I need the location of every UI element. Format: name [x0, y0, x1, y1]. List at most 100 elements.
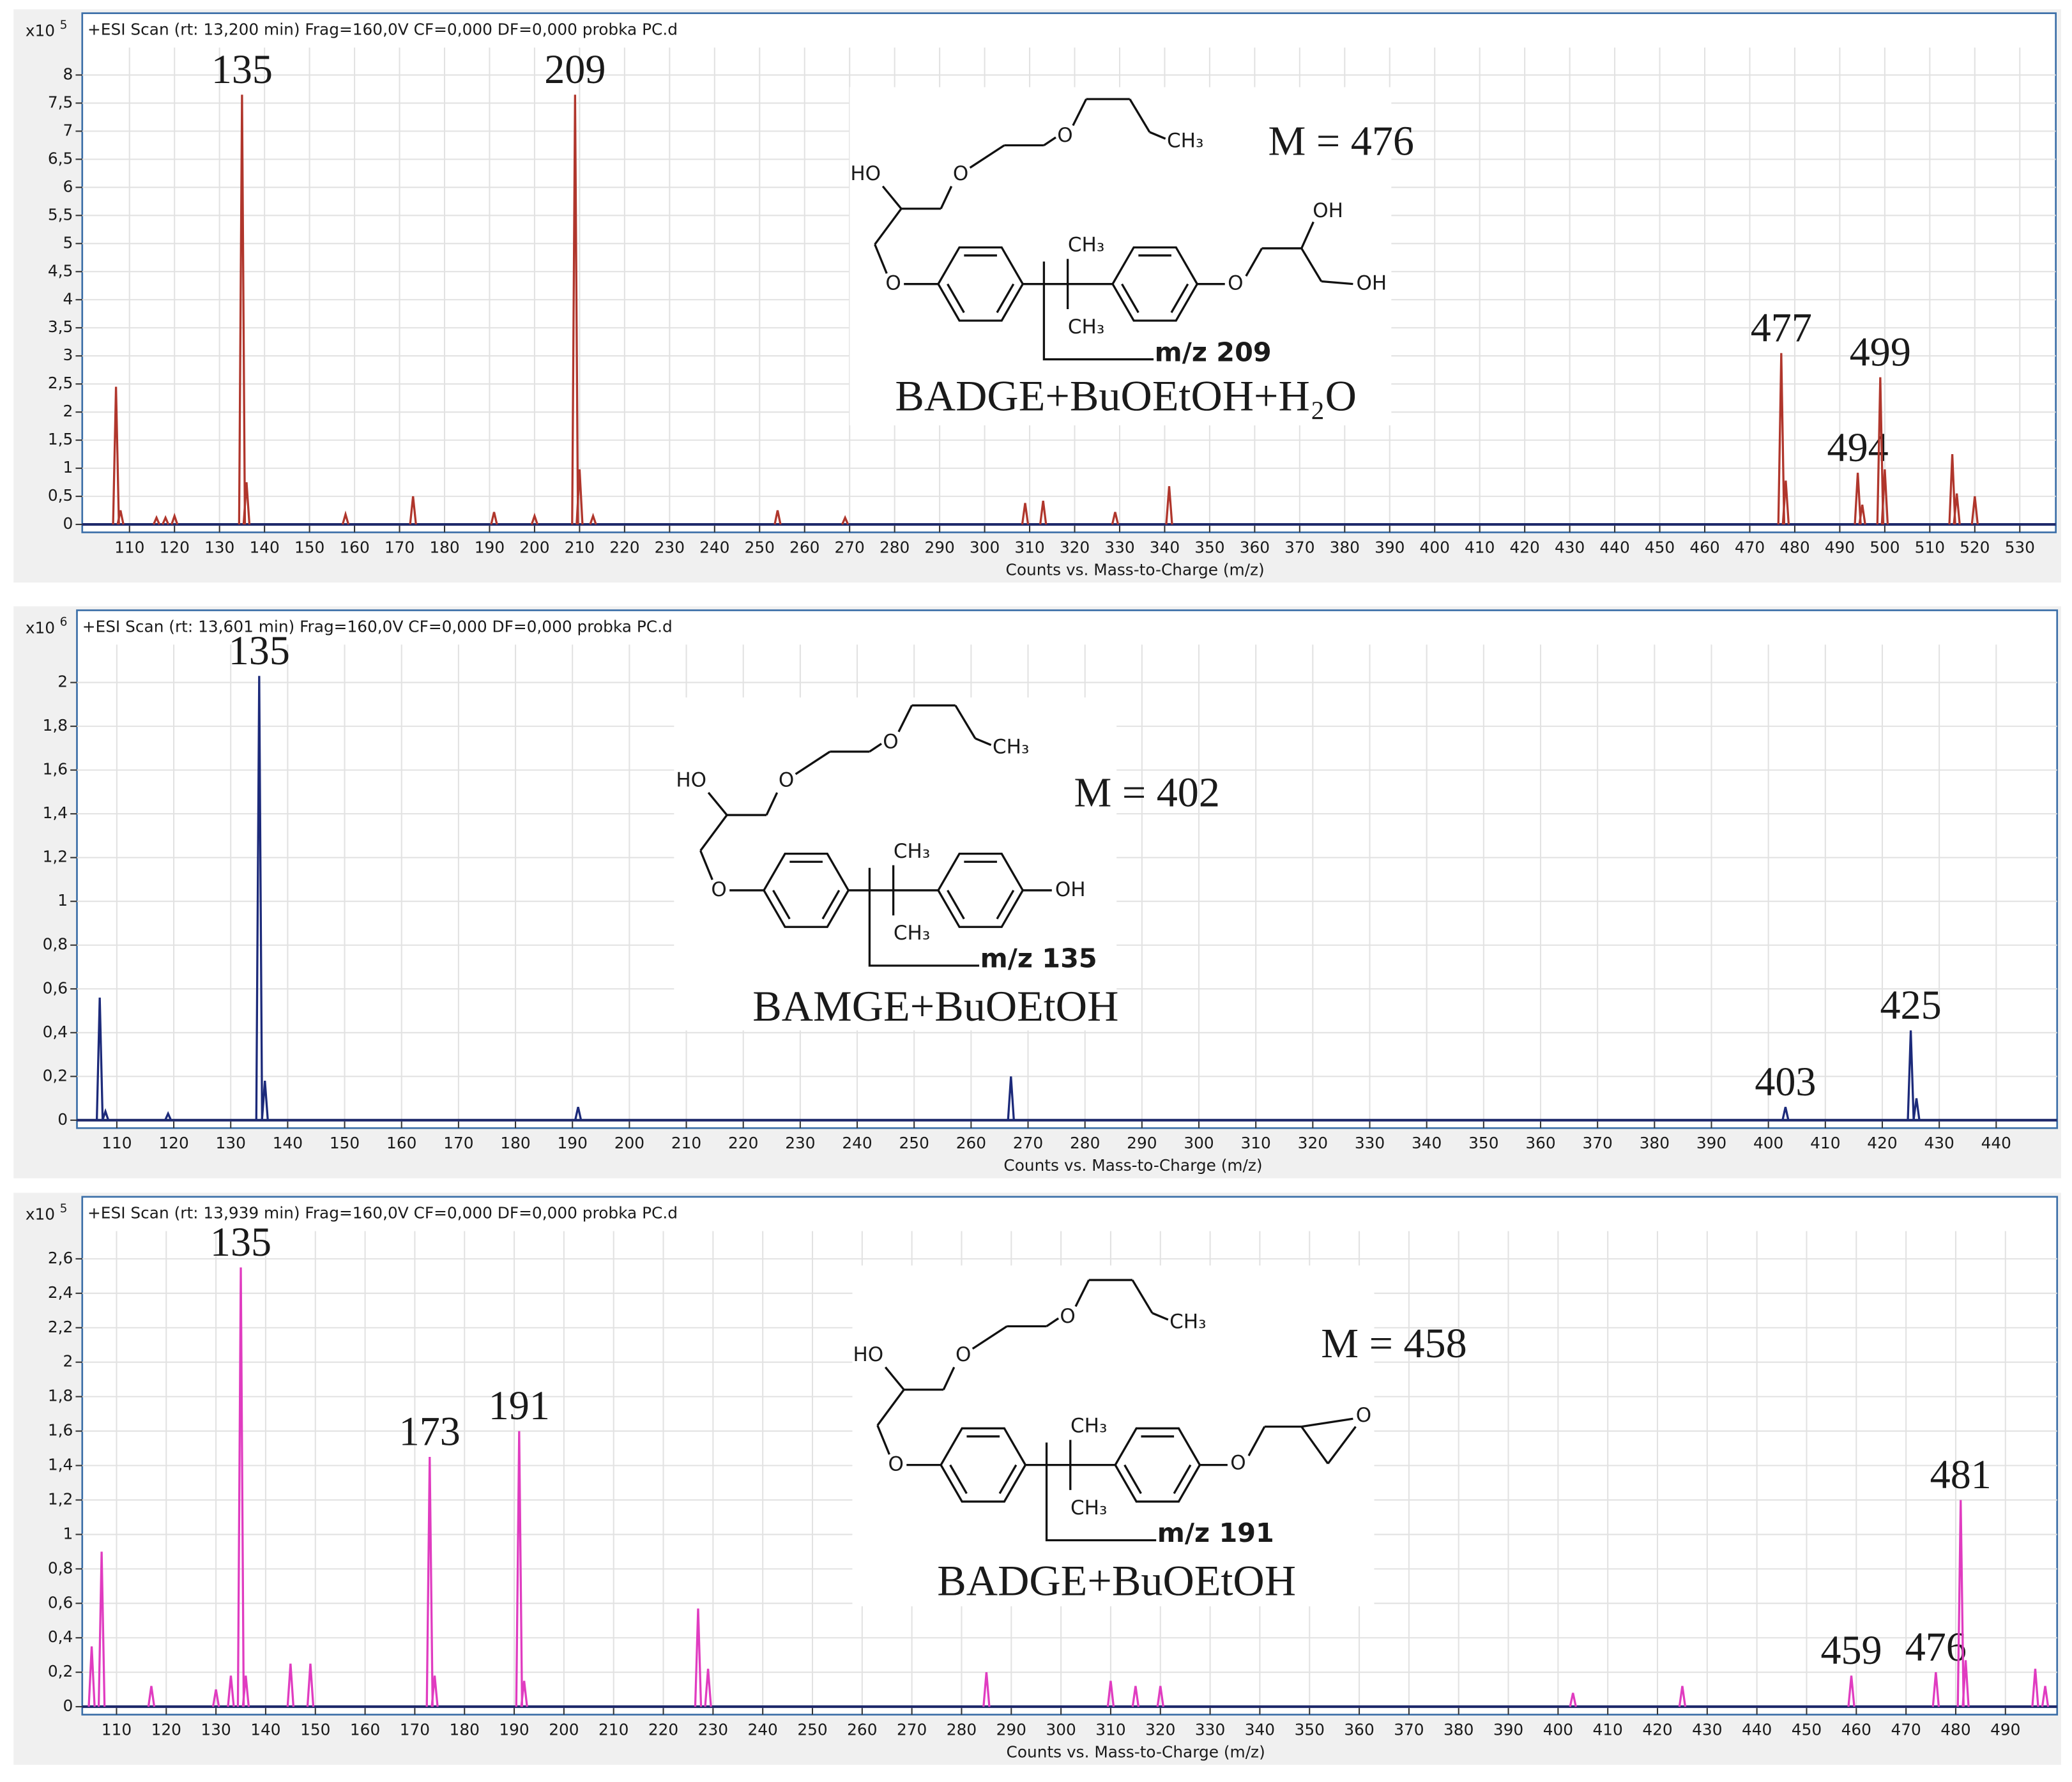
bond — [942, 1366, 956, 1390]
y-tick-label: 4 — [63, 289, 73, 308]
x-tick-label: 380 — [1444, 1720, 1474, 1739]
x-tick-label: 410 — [1810, 1134, 1840, 1152]
atom-label: OH — [1356, 272, 1387, 295]
x-tick-label: 270 — [1013, 1134, 1043, 1152]
peak — [1111, 512, 1120, 525]
ring-double-bond — [947, 283, 965, 314]
x-tick-label: 110 — [114, 538, 144, 556]
x-tick-label: 320 — [1060, 538, 1090, 556]
peak — [171, 512, 179, 525]
peak — [841, 515, 849, 525]
bond — [1046, 1317, 1060, 1327]
x-tick-label: 150 — [294, 538, 324, 556]
x-tick-label: 370 — [1284, 538, 1314, 556]
y-tick-label: 5,5 — [48, 205, 73, 224]
x-tick-label: 140 — [249, 538, 279, 556]
y-exponent: 6 — [60, 616, 68, 629]
y-exponent: 5 — [60, 19, 68, 32]
peak-label: 499 — [1850, 329, 1911, 374]
y-unit: x10 — [26, 22, 55, 40]
atom-label: O — [883, 730, 898, 753]
atom-label: O — [711, 878, 726, 901]
x-tick-label: 370 — [1394, 1720, 1424, 1739]
bond — [1072, 98, 1088, 126]
compound-name: BADGE+BuOEtOH+H₂O — [895, 371, 1357, 420]
atom-label: CH₃ — [1068, 234, 1104, 257]
bond — [874, 208, 903, 245]
atom-label: CH₃ — [1070, 1496, 1107, 1519]
peak-label: 403 — [1755, 1059, 1816, 1104]
x-tick-label: 530 — [2005, 538, 2035, 556]
x-axis-label: Counts vs. Mass-to-Charge (m/z) — [1007, 1742, 1265, 1761]
x-tick-label: 500 — [1870, 538, 1900, 556]
x-tick-label: 160 — [350, 1720, 380, 1739]
ring-double-bond — [996, 283, 1015, 314]
x-tick-label: 280 — [947, 1720, 977, 1739]
x-tick-label: 410 — [1465, 538, 1495, 556]
peak — [694, 1608, 703, 1707]
peak — [1777, 353, 1786, 525]
peak — [425, 1457, 434, 1707]
x-tick-label: 320 — [1298, 1134, 1328, 1152]
y-unit: x10 — [26, 1205, 55, 1224]
y-tick-label: 2,5 — [48, 374, 73, 392]
x-tick-label: 310 — [1095, 1720, 1125, 1739]
ring-double-bond — [1173, 1464, 1192, 1495]
ring-double-bond — [949, 1464, 968, 1495]
atom-label: CH₃ — [993, 736, 1029, 759]
peak — [97, 1551, 106, 1707]
y-tick-label: 7 — [63, 121, 73, 139]
y-tick-label: 1,8 — [48, 1387, 73, 1405]
y-tick-label: 6,5 — [48, 149, 73, 167]
peak — [982, 1672, 991, 1707]
x-tick-label: 260 — [789, 538, 819, 556]
bond — [1321, 280, 1353, 286]
x-tick-label: 330 — [1355, 1134, 1385, 1152]
x-tick-label: 440 — [1981, 1134, 2011, 1152]
y-tick-label: 2 — [63, 1352, 73, 1371]
molecular-mass: M = 476 — [1268, 118, 1415, 165]
structure-background — [852, 1265, 1375, 1606]
y-tick-label: 0,8 — [48, 1558, 73, 1577]
peak — [704, 1668, 712, 1707]
atom-label: CH₃ — [894, 840, 930, 863]
peak — [1039, 500, 1047, 525]
peak — [236, 1267, 245, 1707]
x-axis-label: Counts vs. Mass-to-Charge (m/z) — [1003, 1156, 1262, 1175]
x-tick-label: 330 — [1104, 538, 1134, 556]
bond — [975, 737, 992, 746]
bond — [1149, 131, 1166, 140]
atom-label: O — [1057, 124, 1072, 147]
y-tick-label: 0,6 — [48, 1593, 73, 1611]
x-tick-label: 310 — [1241, 1134, 1271, 1152]
peak — [1569, 1693, 1577, 1707]
peak — [1962, 1660, 1970, 1707]
y-unit: x10 — [26, 618, 55, 637]
bond — [1074, 1279, 1090, 1307]
x-tick-label: 420 — [1867, 1134, 1897, 1152]
structure-background — [849, 87, 1392, 425]
peak — [589, 512, 597, 525]
x-tick-label: 460 — [1841, 1720, 1871, 1739]
x-tick-label: 260 — [847, 1720, 877, 1739]
atom-label: O — [1228, 272, 1243, 295]
x-tick-label: 400 — [1543, 1720, 1573, 1739]
atom-label: O — [956, 1343, 971, 1366]
atom-label: HO — [853, 1343, 883, 1366]
y-tick-label: 2,2 — [48, 1318, 73, 1336]
x-tick-label: 200 — [614, 1134, 644, 1152]
x-tick-label: 450 — [1645, 538, 1675, 556]
x-tick-label: 430 — [1924, 1134, 1954, 1152]
x-tick-label: 380 — [1640, 1134, 1670, 1152]
peak — [2041, 1686, 2050, 1707]
x-tick-label: 300 — [1046, 1720, 1076, 1739]
y-tick-label: 2,6 — [48, 1249, 73, 1267]
ring-double-bond — [1121, 283, 1139, 314]
peak — [162, 515, 170, 525]
ring-double-bond — [772, 890, 791, 920]
bond — [869, 743, 882, 753]
x-tick-label: 180 — [450, 1720, 480, 1739]
ring-double-bond — [998, 1464, 1017, 1495]
peak-label: 135 — [211, 47, 273, 92]
